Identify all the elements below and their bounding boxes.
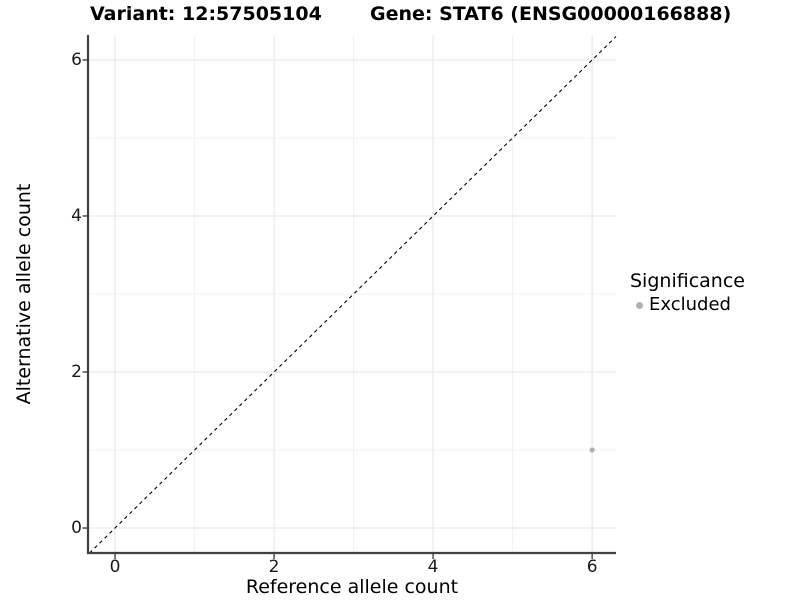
x-axis-title: Reference allele count [245, 576, 459, 598]
variant-title: Variant: 12:57505104 [90, 3, 322, 25]
y-tick-label: 2 [71, 362, 82, 382]
legend: Significance Excluded [630, 270, 745, 316]
x-tick-label: 0 [109, 557, 121, 577]
identity-reference-line [89, 36, 617, 554]
gene-title: Gene: STAT6 (ENSG00000166888) [370, 3, 732, 25]
legend-item-label: Excluded [649, 294, 731, 315]
legend-title: Significance [630, 270, 745, 292]
legend-item-excluded: Excluded [636, 294, 745, 316]
y-tick-label: 6 [71, 49, 82, 70]
data-point [589, 447, 595, 453]
x-tick-label: 2 [268, 557, 280, 577]
x-tick-label: 4 [427, 557, 439, 577]
y-tick-label: 4 [71, 205, 82, 226]
y-tick-label: 0 [71, 518, 82, 539]
legend-point-icon [636, 301, 643, 309]
x-tick-label: 6 [586, 557, 598, 577]
